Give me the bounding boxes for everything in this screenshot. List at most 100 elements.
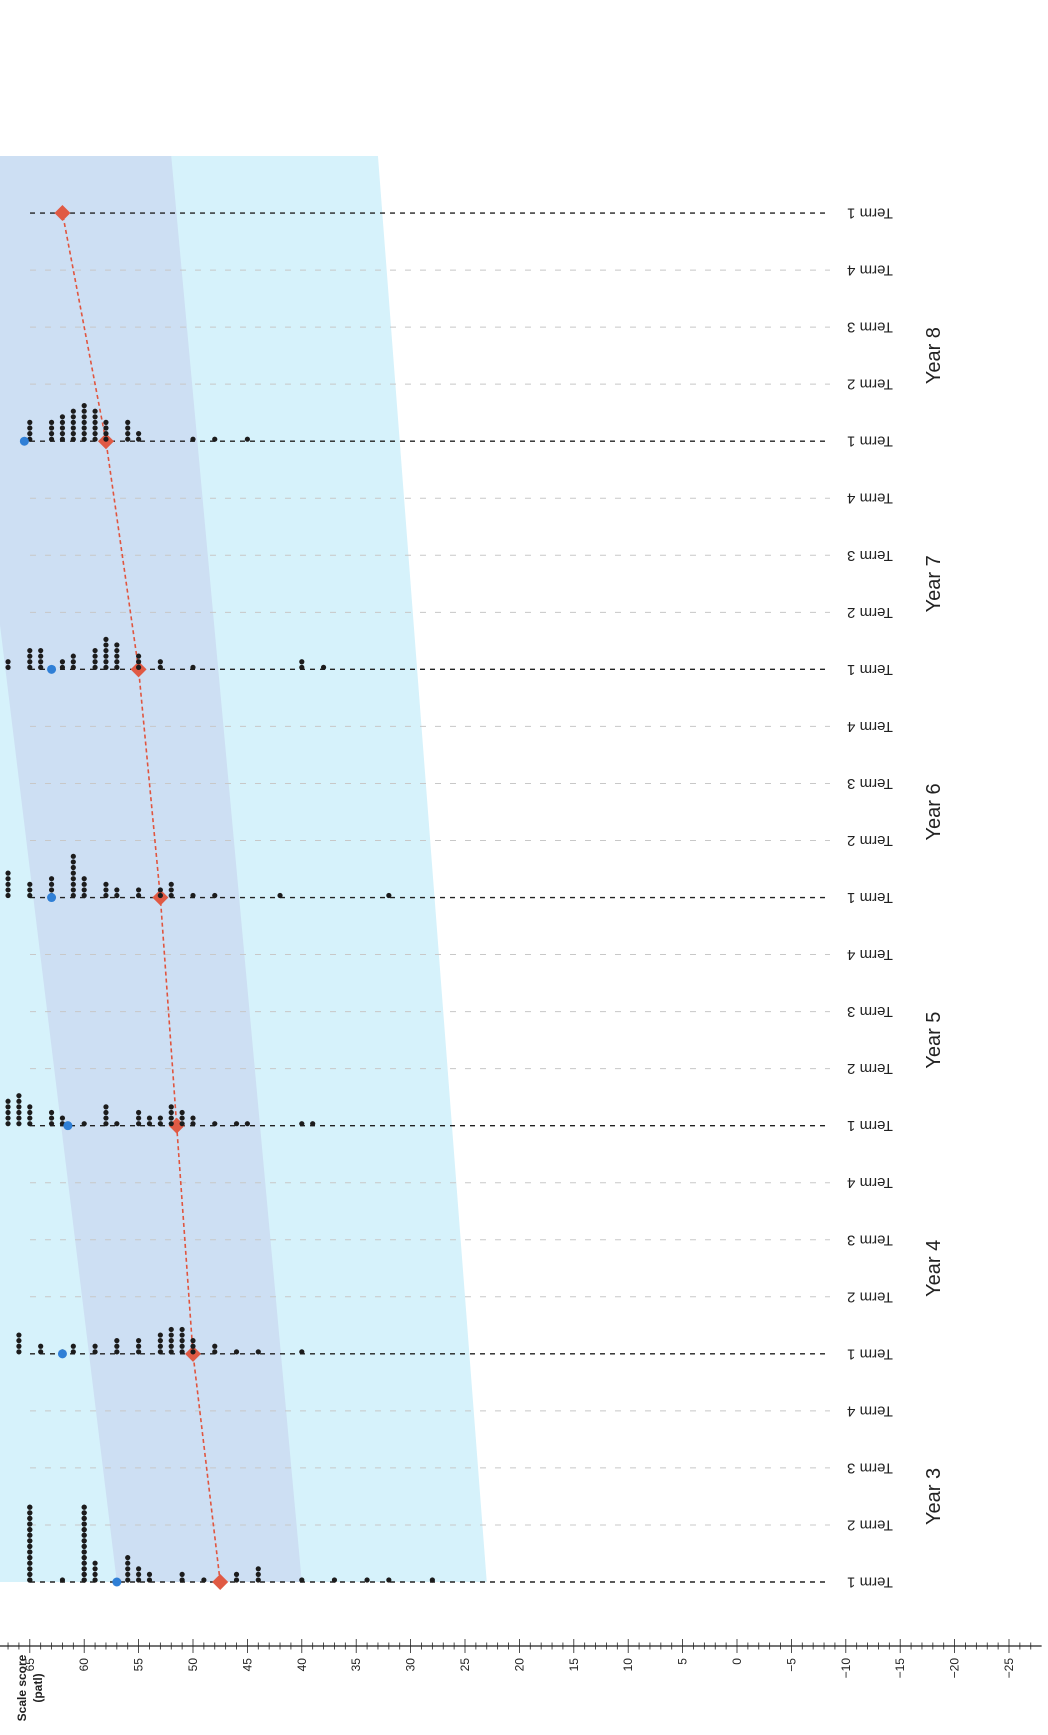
student-score-dot [114, 659, 120, 665]
group-mean-marker [47, 893, 57, 903]
y-tick-label: −20 [948, 1658, 962, 1679]
student-score-dot [114, 653, 120, 659]
student-score-dot [70, 887, 76, 893]
student-score-dot [27, 431, 33, 437]
student-score-dot [103, 636, 109, 642]
term-label: Term 4 [847, 718, 893, 735]
student-score-dot [16, 1115, 22, 1121]
student-score-dot [103, 647, 109, 654]
student-score-dot [27, 1121, 33, 1127]
student-score-dot [190, 1343, 196, 1349]
student-score-dot [244, 436, 250, 442]
student-score-dot [125, 1566, 131, 1572]
student-score-dot [48, 1121, 55, 1127]
student-score-dot [179, 1326, 185, 1333]
student-score-dot [136, 1109, 142, 1116]
student-score-dot [27, 1549, 33, 1555]
y-tick-label: 55 [132, 1658, 146, 1672]
student-score-dot [299, 1349, 305, 1355]
student-score-dot [81, 1521, 87, 1527]
student-score-dot [27, 1504, 33, 1510]
student-score-dot [5, 1115, 11, 1121]
student-score-dot [81, 408, 87, 414]
student-score-dot [157, 892, 163, 899]
student-score-dot [81, 876, 87, 882]
student-score-dot [81, 1510, 87, 1516]
student-score-dot [103, 881, 109, 887]
term-label: Term 4 [847, 490, 893, 507]
student-score-dot [70, 881, 76, 887]
student-score-dot [103, 664, 109, 670]
term-label: Term 1 [847, 661, 893, 678]
student-score-dot [233, 1571, 240, 1577]
student-score-dot [16, 1332, 22, 1338]
student-score-dot [70, 859, 76, 865]
student-score-dot [81, 1549, 87, 1555]
term-label: Term 1 [847, 1345, 893, 1362]
term-label: Term 2 [847, 1060, 893, 1077]
student-score-dot [16, 1349, 22, 1355]
student-score-dot [157, 1332, 163, 1338]
student-score-dot [103, 892, 109, 899]
expected-score-marker [54, 205, 71, 222]
student-score-dot [190, 1115, 196, 1121]
student-score-dot [81, 414, 87, 420]
student-score-dot [233, 1349, 240, 1355]
student-score-dot [103, 419, 109, 425]
student-score-dot [255, 1349, 261, 1355]
student-score-dot [136, 1115, 142, 1121]
student-score-dot [103, 425, 109, 431]
student-score-dot [27, 892, 33, 899]
student-score-dot [27, 653, 33, 659]
term-label: Term 4 [847, 262, 893, 279]
student-score-dot [212, 892, 218, 899]
student-score-dot [27, 1543, 33, 1549]
student-score-dot [27, 1577, 33, 1583]
student-score-dot [157, 659, 163, 665]
student-score-dot [70, 431, 76, 437]
student-score-dot [146, 1115, 153, 1121]
student-score-dot [5, 664, 11, 670]
student-score-dot [81, 431, 87, 437]
student-score-dot [81, 1538, 87, 1544]
student-score-dot [114, 664, 120, 670]
year-label: Year 3 [923, 1468, 945, 1525]
student-score-dot [190, 1338, 196, 1344]
student-score-dot [168, 881, 174, 887]
student-score-dot [190, 1121, 196, 1127]
y-tick-label: −15 [893, 1658, 907, 1679]
student-score-dot [136, 1121, 142, 1127]
student-score-dot [27, 647, 33, 654]
term-label: Term 2 [847, 1288, 893, 1305]
student-score-dot [386, 1577, 392, 1583]
student-score-dot [92, 1571, 98, 1577]
year-label: Year 4 [923, 1240, 945, 1297]
student-score-dot [364, 1577, 370, 1583]
student-score-dot [16, 1093, 22, 1099]
student-score-dot [114, 1349, 120, 1355]
student-score-dot [157, 1121, 163, 1127]
term-label: Term 4 [847, 1402, 893, 1419]
y-tick-label: −25 [1002, 1658, 1016, 1679]
student-score-dot [103, 642, 109, 648]
year-label: Year 5 [923, 1012, 945, 1069]
student-score-dot [92, 408, 98, 414]
student-score-dot [125, 1577, 131, 1583]
student-score-dot [70, 408, 76, 414]
group-mean-marker [19, 436, 29, 446]
student-score-dot [92, 647, 98, 654]
student-score-dot [114, 892, 120, 899]
student-score-dot [114, 1121, 120, 1127]
student-score-dot [59, 431, 66, 437]
student-score-dot [27, 1527, 33, 1533]
student-score-dot [114, 647, 120, 654]
student-score-dot [103, 887, 109, 893]
student-score-dot [92, 431, 98, 437]
student-score-dot [27, 664, 33, 670]
student-score-dot [27, 1560, 33, 1566]
student-score-dot [92, 659, 98, 665]
student-score-dot [136, 436, 142, 442]
student-score-dot [212, 1343, 218, 1349]
group-mean-marker [47, 664, 57, 674]
